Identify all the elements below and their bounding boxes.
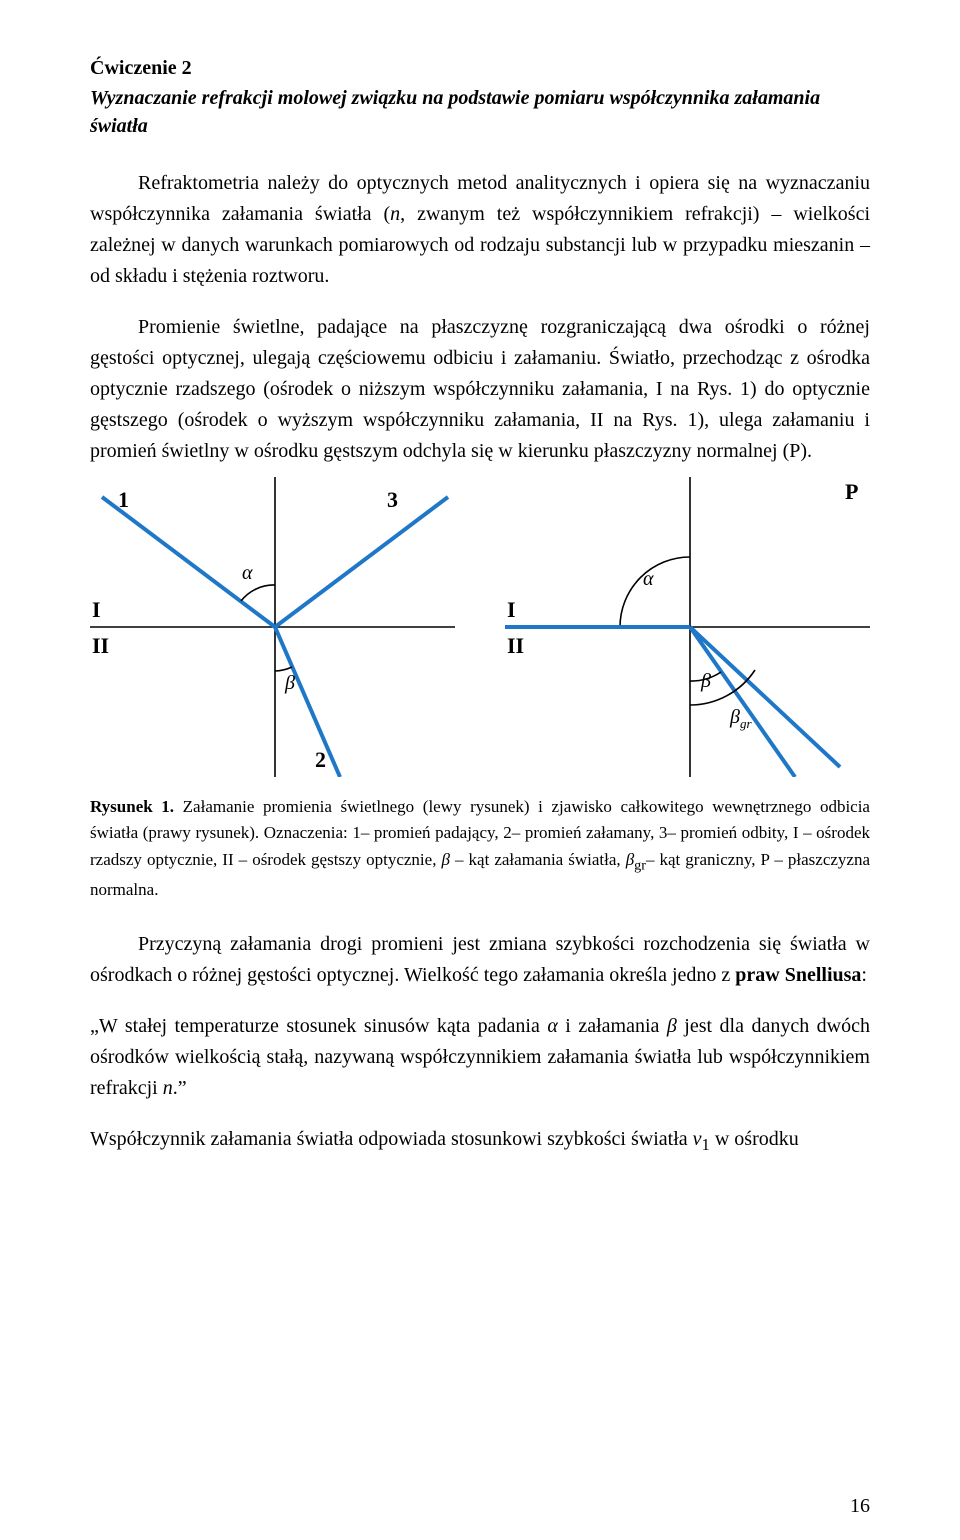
p3-c: :	[861, 964, 867, 986]
svg-text:3: 3	[387, 487, 398, 512]
svg-text:II: II	[92, 633, 109, 658]
svg-text:1: 1	[118, 487, 129, 512]
caption-gr: gr	[634, 857, 646, 873]
svg-text:I: I	[92, 597, 101, 622]
p4-g: .”	[173, 1077, 187, 1099]
p4-n: n	[163, 1077, 173, 1099]
page-number: 16	[850, 1495, 870, 1518]
figure-1: 1 3 I II 2 α β P	[90, 477, 870, 777]
svg-text:α: α	[242, 562, 253, 584]
exercise-subheading: Wyznaczanie refrakcji molowej związku na…	[90, 84, 870, 140]
paragraph-2: Promienie świetlne, padające na płaszczy…	[90, 312, 870, 467]
figure-right-total-reflection: P I II α β βgr	[505, 477, 870, 777]
paragraph-3: Przyczyną załamania drogi promieni jest …	[90, 929, 870, 991]
p5-a: Współczynnik załamania światła odpowiada…	[90, 1128, 693, 1150]
svg-text:2: 2	[315, 747, 326, 772]
svg-text:P: P	[845, 479, 858, 504]
p1-n: n	[390, 203, 400, 225]
p5-v: v	[693, 1128, 702, 1150]
p5-d: w ośrodku	[710, 1128, 799, 1150]
p4-a: „W stałej temperaturze stosunek sinusów …	[90, 1015, 547, 1037]
svg-text:α: α	[643, 568, 654, 590]
caption-beta-1: β	[442, 850, 450, 869]
figure-caption: Rysunek 1. Załamanie promienia świetlneg…	[90, 794, 870, 903]
caption-d: – kąt załamania światła,	[450, 850, 626, 869]
exercise-heading: Ćwiczenie 2	[90, 54, 870, 82]
caption-label: Rysunek 1.	[90, 797, 174, 816]
svg-text:I: I	[507, 597, 516, 622]
figure-left-refraction: 1 3 I II 2 α β	[90, 477, 455, 777]
caption-beta-2: β	[626, 850, 634, 869]
paragraph-1: Refraktometria należy do optycznych meto…	[90, 168, 870, 292]
p4-beta: β	[667, 1015, 677, 1037]
p5-sub1: 1	[702, 1135, 710, 1154]
svg-text:β: β	[284, 672, 295, 694]
svg-text:II: II	[507, 633, 524, 658]
p3-b: praw Snelliusa	[735, 964, 861, 986]
p4-c: i załamania	[558, 1015, 667, 1037]
paragraph-5: Współczynnik załamania światła odpowiada…	[90, 1124, 870, 1158]
paragraph-4: „W stałej temperaturze stosunek sinusów …	[90, 1011, 870, 1104]
p4-alpha: α	[547, 1015, 558, 1037]
svg-text:β: β	[700, 670, 711, 692]
